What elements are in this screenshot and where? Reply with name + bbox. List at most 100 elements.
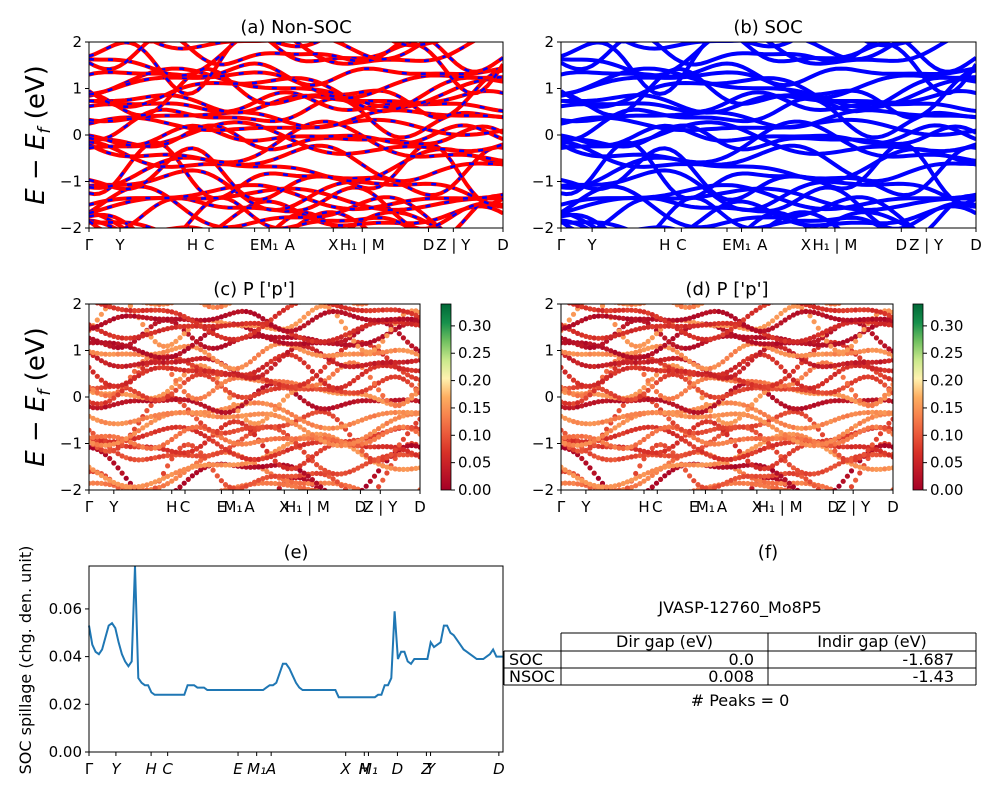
projection-point [583, 298, 588, 303]
y-tick-label: 1 [544, 80, 554, 98]
projection-point [98, 418, 104, 425]
projection-point [264, 377, 270, 383]
projection-point [388, 286, 393, 291]
projection-point [633, 307, 639, 314]
projection-point [745, 380, 751, 386]
projection-point [322, 294, 327, 299]
projection-point [857, 455, 863, 461]
projection-point [604, 393, 610, 399]
projection-point [222, 406, 229, 412]
projection-point [359, 304, 365, 307]
projection-point [222, 342, 229, 348]
projection-point [338, 347, 344, 354]
projection-point [741, 334, 747, 340]
projection-point [604, 362, 610, 368]
projection-point [703, 414, 709, 420]
x-tick-label: D [414, 498, 426, 516]
projection-point [836, 461, 842, 467]
projection-point [169, 471, 175, 478]
projection-point [355, 363, 361, 369]
projection-point [355, 294, 360, 299]
projection-point [566, 389, 572, 396]
projection-point [637, 359, 643, 365]
projection-point [338, 309, 344, 315]
projection-point [562, 415, 568, 421]
projection-point [202, 497, 207, 502]
projection-point [787, 298, 792, 303]
projection-point [724, 411, 730, 417]
projection-point [566, 470, 572, 476]
projection-point [728, 456, 734, 462]
projection-point [417, 431, 420, 437]
projection-point [339, 295, 344, 300]
projection-point [218, 462, 224, 468]
projection-point [384, 420, 390, 426]
projection-point [280, 429, 287, 435]
projection-point [334, 340, 340, 346]
x-tick-label: Γ [557, 236, 566, 254]
projection-point [886, 308, 892, 314]
projection-point [247, 309, 253, 315]
projection-point [384, 410, 390, 416]
projection-point [666, 364, 672, 370]
projection-point [720, 326, 726, 332]
projection-point [857, 355, 863, 361]
projection-point [616, 351, 622, 357]
projection-point [189, 368, 195, 374]
projection-point [687, 473, 693, 479]
projection-point [405, 466, 411, 472]
projection-point [794, 472, 801, 478]
projection-point [251, 411, 258, 417]
projection-point [160, 411, 167, 417]
projection-point [869, 452, 875, 458]
projection-point [214, 441, 220, 447]
projection-point [803, 500, 808, 505]
projection-point [355, 465, 361, 471]
band-line-nsoc [89, 75, 503, 114]
projection-point [131, 335, 138, 341]
projection-point [624, 304, 630, 307]
projection-point [227, 409, 233, 415]
projection-point [570, 447, 577, 453]
projection-point [711, 441, 718, 447]
projection-point [649, 316, 655, 322]
projection-point [794, 432, 801, 438]
projection-point [807, 491, 812, 496]
projection-point [314, 439, 320, 445]
projection-point [144, 456, 150, 462]
projection-point [363, 483, 369, 489]
projection-point [355, 315, 361, 321]
projection-point [169, 304, 175, 306]
projection-point [372, 291, 377, 296]
projection-point [666, 345, 672, 351]
projection-point [86, 539, 91, 544]
projection-point [687, 332, 693, 339]
projection-point [293, 333, 299, 339]
projection-point [148, 402, 154, 408]
projection-point [599, 313, 606, 319]
projection-point [231, 366, 237, 372]
x-tick-label: D [970, 236, 982, 254]
projection-point [256, 438, 262, 445]
projection-point [778, 296, 783, 301]
projection-point [169, 410, 175, 416]
projection-point [558, 294, 563, 299]
projection-point [186, 293, 191, 298]
projection-point [832, 341, 838, 347]
projection-point [628, 359, 635, 365]
projection-point [774, 398, 780, 404]
projection-point [803, 308, 809, 315]
projection-point [181, 372, 187, 378]
projection-point [351, 338, 357, 344]
projection-point [791, 295, 796, 300]
x-tick-label: H [166, 498, 177, 516]
projection-point [853, 492, 858, 497]
projection-point [102, 400, 109, 406]
projection-point [832, 347, 838, 353]
projection-point [293, 421, 299, 428]
projection-point [587, 345, 593, 351]
projection-point [256, 391, 262, 397]
projection-point [413, 391, 419, 397]
projection-point [873, 359, 880, 365]
projection-point [127, 304, 133, 309]
